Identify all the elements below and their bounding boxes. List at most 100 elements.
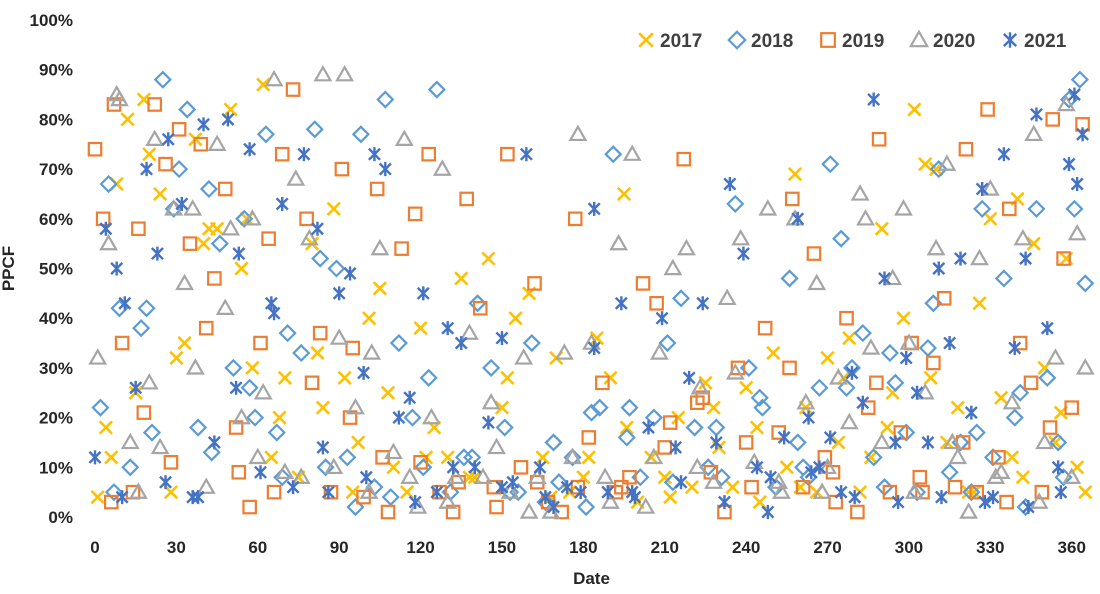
data-point (899, 333, 919, 350)
data-point (312, 325, 328, 341)
data-point (351, 435, 366, 450)
data-point (997, 147, 1011, 162)
data-point (207, 271, 222, 286)
data-point (1021, 500, 1035, 515)
data-point (343, 266, 357, 281)
data-point (709, 435, 723, 450)
data-point (224, 358, 243, 377)
x-tick-label: 0 (90, 538, 99, 557)
data-point (994, 269, 1013, 288)
data-point (853, 324, 872, 343)
data-point (1042, 420, 1058, 435)
data-point (210, 234, 229, 253)
data-point (948, 447, 968, 465)
data-point (91, 398, 110, 417)
data-point (581, 450, 596, 465)
data-point (695, 390, 711, 406)
data-point (266, 484, 282, 500)
data-point (685, 418, 704, 437)
data-point (864, 448, 883, 467)
data-point (820, 350, 835, 366)
data-point (403, 390, 417, 405)
data-point (472, 300, 488, 316)
data-point (468, 294, 487, 313)
data-point (644, 408, 663, 427)
data-point (766, 345, 781, 361)
data-point (1049, 433, 1068, 452)
data-point (707, 418, 726, 437)
data-point (394, 129, 414, 147)
data-point (669, 440, 683, 455)
data-point (872, 432, 892, 450)
data-point (723, 177, 737, 192)
data-point (246, 408, 265, 427)
data-point (178, 100, 197, 119)
data-point (915, 383, 935, 400)
data-point (1051, 460, 1065, 475)
data-point (183, 199, 203, 216)
legend-label: 2018 (751, 31, 793, 52)
data-point (207, 435, 221, 450)
legend-label: 2020 (933, 31, 975, 52)
legend-label: 2017 (660, 31, 702, 52)
data-point (687, 457, 707, 475)
data-point (888, 435, 902, 450)
data-point (223, 102, 238, 117)
data-point (1062, 467, 1082, 484)
data-point (682, 370, 696, 385)
data-point (139, 373, 159, 390)
data-point (286, 480, 300, 495)
x-tick-label: 300 (895, 538, 923, 557)
data-point (704, 472, 723, 489)
data-point (601, 492, 620, 509)
x-tick-label: 150 (488, 538, 516, 557)
data-point (761, 505, 775, 520)
data-point (234, 261, 249, 276)
data-point (315, 400, 331, 415)
data-point (140, 162, 153, 177)
data-point (967, 423, 986, 442)
data-point (894, 199, 913, 216)
data-point (577, 498, 596, 517)
data-point (791, 211, 805, 226)
data-point (324, 457, 344, 475)
data-point (563, 448, 582, 467)
data-point (595, 375, 610, 391)
data-point (147, 97, 162, 112)
data-point (690, 378, 710, 395)
data-point (1046, 348, 1065, 365)
data-point (267, 306, 281, 321)
y-tick-label: 50% (39, 260, 73, 279)
data-point (189, 418, 208, 437)
data-point (812, 482, 832, 499)
data-point (904, 482, 924, 499)
data-point (1002, 32, 1018, 48)
data-point (871, 131, 887, 147)
data-point (937, 154, 957, 171)
data-point (380, 385, 396, 400)
data-point (1027, 199, 1046, 218)
data-point (757, 320, 773, 336)
data-point (299, 228, 319, 246)
data-point (574, 485, 588, 500)
data-point (589, 330, 605, 346)
data-point (663, 490, 678, 505)
data-point (698, 375, 713, 390)
data-point (736, 246, 750, 261)
legend-item-2019: 2019 (820, 31, 884, 52)
data-point (970, 248, 989, 266)
data-point (725, 363, 745, 380)
data-point (120, 112, 135, 127)
data-point (942, 432, 962, 450)
data-point (422, 407, 441, 425)
data-point (142, 423, 162, 442)
data-point (676, 151, 692, 167)
data-point (514, 348, 534, 365)
data-point (1045, 112, 1061, 127)
data-point (950, 400, 965, 415)
data-point (408, 495, 422, 510)
data-point (489, 499, 504, 515)
data-point (603, 370, 618, 385)
data-point (794, 458, 813, 477)
data-point (221, 219, 241, 236)
